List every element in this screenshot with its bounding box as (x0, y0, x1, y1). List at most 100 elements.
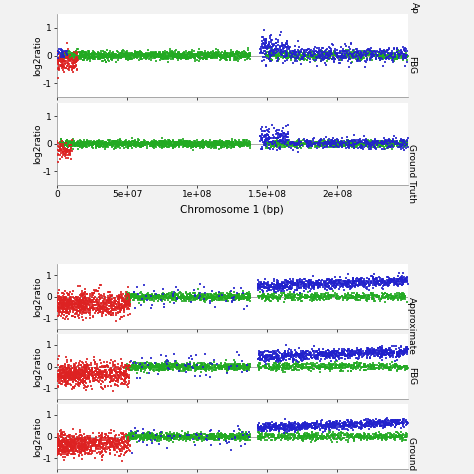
Point (283, 434, 290, 442)
Point (109, 303, 116, 310)
Point (63, 441, 71, 449)
Point (217, 364, 224, 372)
Point (187, 51, 195, 59)
Point (265, 282, 273, 290)
Point (286, 424, 294, 432)
Point (124, 50, 132, 58)
Point (301, 51, 309, 59)
Point (114, 141, 122, 149)
Point (63, 450, 71, 458)
Point (55, 305, 62, 312)
Point (233, 289, 241, 296)
Point (230, 432, 238, 440)
Point (270, 51, 278, 59)
Point (375, 347, 383, 355)
Point (139, 433, 147, 440)
Point (325, 425, 332, 433)
Point (243, 363, 250, 370)
Point (112, 139, 119, 147)
Point (90, 52, 98, 60)
Point (295, 47, 302, 55)
Point (358, 279, 366, 286)
Point (292, 48, 300, 56)
Point (165, 137, 173, 144)
Point (61, 51, 68, 59)
Point (398, 278, 406, 286)
Point (109, 361, 117, 368)
Point (95, 140, 103, 147)
Point (63, 146, 71, 154)
Point (261, 348, 268, 356)
Point (267, 283, 275, 290)
Point (77, 362, 85, 369)
Point (76, 295, 83, 303)
Point (376, 276, 383, 284)
Point (59, 138, 67, 146)
Point (395, 431, 402, 438)
Point (283, 364, 291, 372)
Point (119, 296, 127, 303)
Point (294, 137, 302, 144)
Point (343, 47, 351, 55)
Point (101, 141, 109, 148)
Point (137, 142, 145, 149)
Point (109, 439, 116, 447)
Point (98, 51, 106, 58)
Point (154, 139, 162, 147)
Point (68, 302, 75, 310)
Point (299, 424, 307, 432)
Point (300, 53, 307, 61)
Point (156, 434, 164, 442)
Point (388, 50, 396, 58)
Point (154, 291, 161, 298)
Point (388, 141, 396, 149)
Point (169, 141, 177, 148)
Point (310, 285, 318, 292)
Point (171, 432, 178, 439)
Point (277, 357, 284, 365)
Point (179, 295, 186, 302)
Point (303, 292, 310, 300)
Point (378, 361, 385, 369)
Point (158, 51, 166, 58)
Point (180, 360, 188, 368)
Point (287, 425, 294, 432)
Point (109, 435, 117, 443)
Point (384, 421, 392, 428)
Point (356, 55, 364, 62)
Point (62, 437, 70, 445)
Point (379, 349, 387, 357)
Point (300, 51, 307, 58)
Point (73, 141, 81, 148)
Point (379, 49, 386, 56)
Point (234, 294, 242, 301)
Point (81, 367, 89, 374)
Point (318, 282, 325, 289)
Point (61, 371, 68, 379)
Point (202, 435, 210, 443)
Point (55, 445, 62, 453)
Point (116, 453, 124, 460)
Point (180, 51, 188, 59)
Point (222, 294, 229, 302)
Point (80, 373, 87, 380)
Point (271, 50, 279, 57)
Point (210, 51, 217, 59)
Point (192, 143, 200, 150)
Point (328, 46, 335, 53)
Point (76, 439, 83, 447)
Point (273, 286, 281, 293)
Point (78, 371, 85, 379)
Point (357, 436, 365, 444)
Point (159, 364, 167, 371)
Point (129, 51, 137, 59)
Point (207, 140, 215, 148)
Point (397, 352, 404, 360)
Point (202, 141, 210, 148)
Point (265, 293, 273, 301)
Point (58, 442, 65, 449)
Point (383, 431, 391, 439)
Point (322, 51, 330, 59)
Point (115, 295, 122, 303)
Point (221, 140, 228, 147)
